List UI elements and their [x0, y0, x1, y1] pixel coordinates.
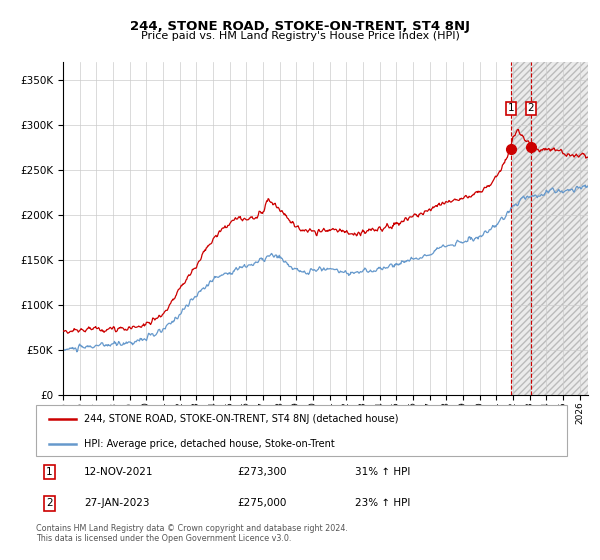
Text: £275,000: £275,000 — [238, 498, 287, 508]
Text: 31% ↑ HPI: 31% ↑ HPI — [355, 467, 410, 477]
Text: 244, STONE ROAD, STOKE-ON-TRENT, ST4 8NJ: 244, STONE ROAD, STOKE-ON-TRENT, ST4 8NJ — [130, 20, 470, 32]
Text: 2: 2 — [46, 498, 53, 508]
Text: 2: 2 — [527, 104, 535, 114]
Text: Contains HM Land Registry data © Crown copyright and database right 2024.
This d: Contains HM Land Registry data © Crown c… — [36, 524, 348, 543]
Bar — [511, 62, 588, 395]
Text: HPI: Average price, detached house, Stoke-on-Trent: HPI: Average price, detached house, Stok… — [84, 438, 335, 449]
Text: 27-JAN-2023: 27-JAN-2023 — [84, 498, 149, 508]
Bar — [511, 62, 588, 395]
Text: £273,300: £273,300 — [238, 467, 287, 477]
Text: 244, STONE ROAD, STOKE-ON-TRENT, ST4 8NJ (detached house): 244, STONE ROAD, STOKE-ON-TRENT, ST4 8NJ… — [84, 414, 398, 424]
Text: 12-NOV-2021: 12-NOV-2021 — [84, 467, 153, 477]
Text: 23% ↑ HPI: 23% ↑ HPI — [355, 498, 410, 508]
Text: 1: 1 — [508, 104, 514, 114]
Text: Price paid vs. HM Land Registry's House Price Index (HPI): Price paid vs. HM Land Registry's House … — [140, 31, 460, 41]
Text: 1: 1 — [46, 467, 53, 477]
